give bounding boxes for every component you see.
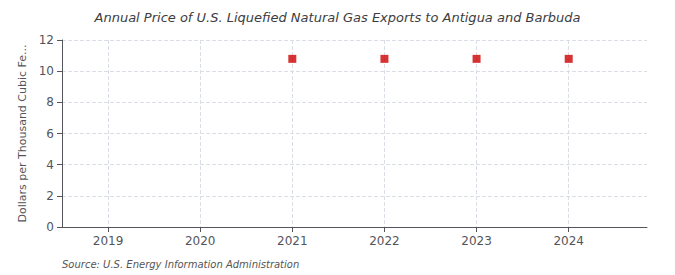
svg-text:0: 0 <box>46 220 54 234</box>
svg-text:12: 12 <box>39 33 54 47</box>
svg-text:2: 2 <box>46 189 54 203</box>
svg-text:2019: 2019 <box>93 234 124 248</box>
svg-text:4: 4 <box>46 158 54 172</box>
svg-text:2023: 2023 <box>461 234 492 248</box>
svg-text:6: 6 <box>46 127 54 141</box>
svg-text:Annual Price of U.S. Liquefied: Annual Price of U.S. Liquefied Natural G… <box>94 10 581 25</box>
svg-text:2021: 2021 <box>277 234 308 248</box>
svg-text:Dollars per Thousand Cubic Fe.: Dollars per Thousand Cubic Fe... <box>16 44 29 222</box>
svg-text:2020: 2020 <box>185 234 216 248</box>
svg-text:Source: U.S. Energy Informatio: Source: U.S. Energy Information Administ… <box>62 259 299 270</box>
svg-text:2024: 2024 <box>553 234 584 248</box>
svg-text:10: 10 <box>39 64 54 78</box>
svg-text:8: 8 <box>46 95 54 109</box>
svg-text:2022: 2022 <box>369 234 400 248</box>
